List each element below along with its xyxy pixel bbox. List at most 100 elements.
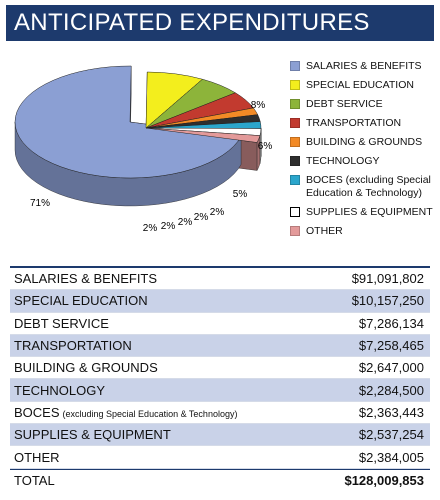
legend-swatch xyxy=(290,61,300,71)
legend-swatch xyxy=(290,118,300,128)
row-label-cell: TECHNOLOGY xyxy=(14,383,105,398)
row-label-cell: SUPPLIES & EQUIPMENT xyxy=(14,427,171,442)
percent-value: 2 xyxy=(143,223,149,234)
percent-value: 2 xyxy=(194,212,200,223)
row-label: TRANSPORTATION xyxy=(14,338,132,354)
legend-swatch xyxy=(290,80,300,90)
row-label-cell: SALARIES & BENEFITS xyxy=(14,271,157,286)
legend-swatch xyxy=(290,175,300,185)
percent-label: 8% xyxy=(251,100,266,111)
legend-item: BOCES (excluding Special Education & Tec… xyxy=(290,174,438,200)
legend-label: TRANSPORTATION xyxy=(306,117,402,129)
percent-label: 2% xyxy=(210,207,225,218)
pie-slice xyxy=(145,127,261,143)
row-label: OTHER xyxy=(14,449,60,465)
percent-value: 2 xyxy=(178,217,184,228)
percent-sign: % xyxy=(215,207,224,218)
legend-swatch xyxy=(290,137,300,147)
legend-item: TECHNOLOGY xyxy=(290,155,438,168)
percent-label: 71% xyxy=(30,198,50,209)
legend-item: SPECIAL EDUCATION xyxy=(290,79,438,92)
legend-label: DEBT SERVICE xyxy=(306,98,383,110)
table-row: BOCES (excluding Special Education & Tech… xyxy=(10,402,430,425)
row-label-cell: OTHER xyxy=(14,450,60,465)
legend-item: DEBT SERVICE xyxy=(290,98,438,111)
legend-item: TRANSPORTATION xyxy=(290,117,438,130)
row-amount: $10,157,250 xyxy=(351,293,424,309)
legend-swatch xyxy=(290,99,300,109)
percent-value: 8 xyxy=(251,100,257,111)
row-label-cell: DEBT SERVICE xyxy=(14,316,109,331)
percent-value: 71 xyxy=(30,198,42,209)
percent-sign: % xyxy=(166,221,175,232)
total-row: TOTAL $128,009,853 xyxy=(10,468,430,491)
row-label: SUPPLIES & EQUIPMENT xyxy=(14,427,171,443)
table-row: DEBT SERVICE $7,286,134 xyxy=(10,313,430,335)
percent-label: 2% xyxy=(143,223,158,234)
percent-label: 5% xyxy=(233,189,248,200)
legend-item: OTHER xyxy=(290,225,438,238)
header-title: ANTICIPATED EXPENDITURES xyxy=(6,5,434,41)
legend-item: SALARIES & BENEFITS xyxy=(290,60,438,73)
percent-label: 2% xyxy=(194,212,209,223)
legend-swatch xyxy=(290,156,300,166)
pie-slice xyxy=(14,65,242,179)
percent-value: 2 xyxy=(210,207,216,218)
row-amount: $2,647,000 xyxy=(358,360,424,376)
table-row: OTHER $2,384,005 xyxy=(10,446,430,469)
row-label-cell: TRANSPORTATION xyxy=(14,338,132,353)
legend-label: SALARIES & BENEFITS xyxy=(306,60,422,72)
legend-swatch xyxy=(290,207,300,217)
percent-label: 6% xyxy=(258,141,273,152)
row-amount: $7,286,134 xyxy=(358,315,424,331)
total-label: TOTAL xyxy=(14,472,55,488)
legend-swatch xyxy=(290,226,300,236)
row-amount: $2,537,254 xyxy=(358,427,424,443)
row-label-cell: SPECIAL EDUCATION xyxy=(14,293,148,308)
row-amount: $91,091,802 xyxy=(351,271,424,287)
legend-item: SUPPLIES & EQUIPMENT xyxy=(290,206,438,219)
legend-label: BUILDING & GROUNDS xyxy=(306,136,423,148)
legend-label: SPECIAL EDUCATION xyxy=(306,79,414,91)
row-amount: $2,284,500 xyxy=(358,382,424,398)
legend-item: BUILDING & GROUNDS xyxy=(290,136,438,149)
row-label: BUILDING & GROUNDS xyxy=(14,360,158,376)
row-label-cell: BOCES (excluding Special Education & Tech… xyxy=(14,405,237,420)
row-amount: $7,258,465 xyxy=(358,338,424,354)
table-row: TECHNOLOGY $2,284,500 xyxy=(10,379,430,402)
row-label: TECHNOLOGY xyxy=(14,382,106,398)
pie-chart: 71%8%6%5%2% 2% 2% 2% 2% xyxy=(14,65,273,234)
row-label: DEBT SERVICE xyxy=(14,315,109,331)
percent-value: 6 xyxy=(258,141,264,152)
legend-label: SUPPLIES & EQUIPMENT xyxy=(306,206,433,218)
expenditure-table: SALARIES & BENEFITS $91,091,802 SPECIAL ED… xyxy=(10,266,430,491)
table-row: SALARIES & BENEFITS $91,091,802 xyxy=(10,268,430,291)
row-amount: $2,384,005 xyxy=(358,449,424,465)
table-row: SPECIAL EDUCATION $10,157,250 xyxy=(10,290,430,313)
percent-sign: % xyxy=(183,217,192,228)
table-row: BUILDING & GROUNDS $2,647,000 xyxy=(10,357,430,380)
percent-label: 2% xyxy=(161,221,176,232)
percent-value: 2 xyxy=(161,221,167,232)
row-label: BOCES xyxy=(14,404,60,420)
percent-sign: % xyxy=(199,212,208,223)
legend-label: TECHNOLOGY xyxy=(306,155,380,167)
percent-sign: % xyxy=(256,100,265,111)
percent-sign: % xyxy=(148,223,157,234)
row-amount: $2,363,443 xyxy=(358,404,424,420)
legend-label: OTHER xyxy=(306,225,343,237)
percent-sign: % xyxy=(263,141,272,152)
percent-sign: % xyxy=(41,198,50,209)
row-note: (excluding Special Education & Technolog… xyxy=(62,408,238,419)
row-label: SALARIES & BENEFITS xyxy=(14,271,158,287)
percent-label: 2% xyxy=(178,217,193,228)
table-row: TRANSPORTATION $7,258,465 xyxy=(10,334,430,358)
percent-sign: % xyxy=(238,189,247,200)
total-amount: $128,009,853 xyxy=(344,472,424,488)
legend-label: BOCES (excluding Special Education & Tec… xyxy=(306,174,431,199)
legend: SALARIES & BENEFITS SPECIAL EDUCATION DEBT… xyxy=(290,60,438,238)
percent-value: 5 xyxy=(233,189,239,200)
table-row: SUPPLIES & EQUIPMENT $2,537,254 xyxy=(10,424,430,447)
row-label: SPECIAL EDUCATION xyxy=(14,293,148,309)
